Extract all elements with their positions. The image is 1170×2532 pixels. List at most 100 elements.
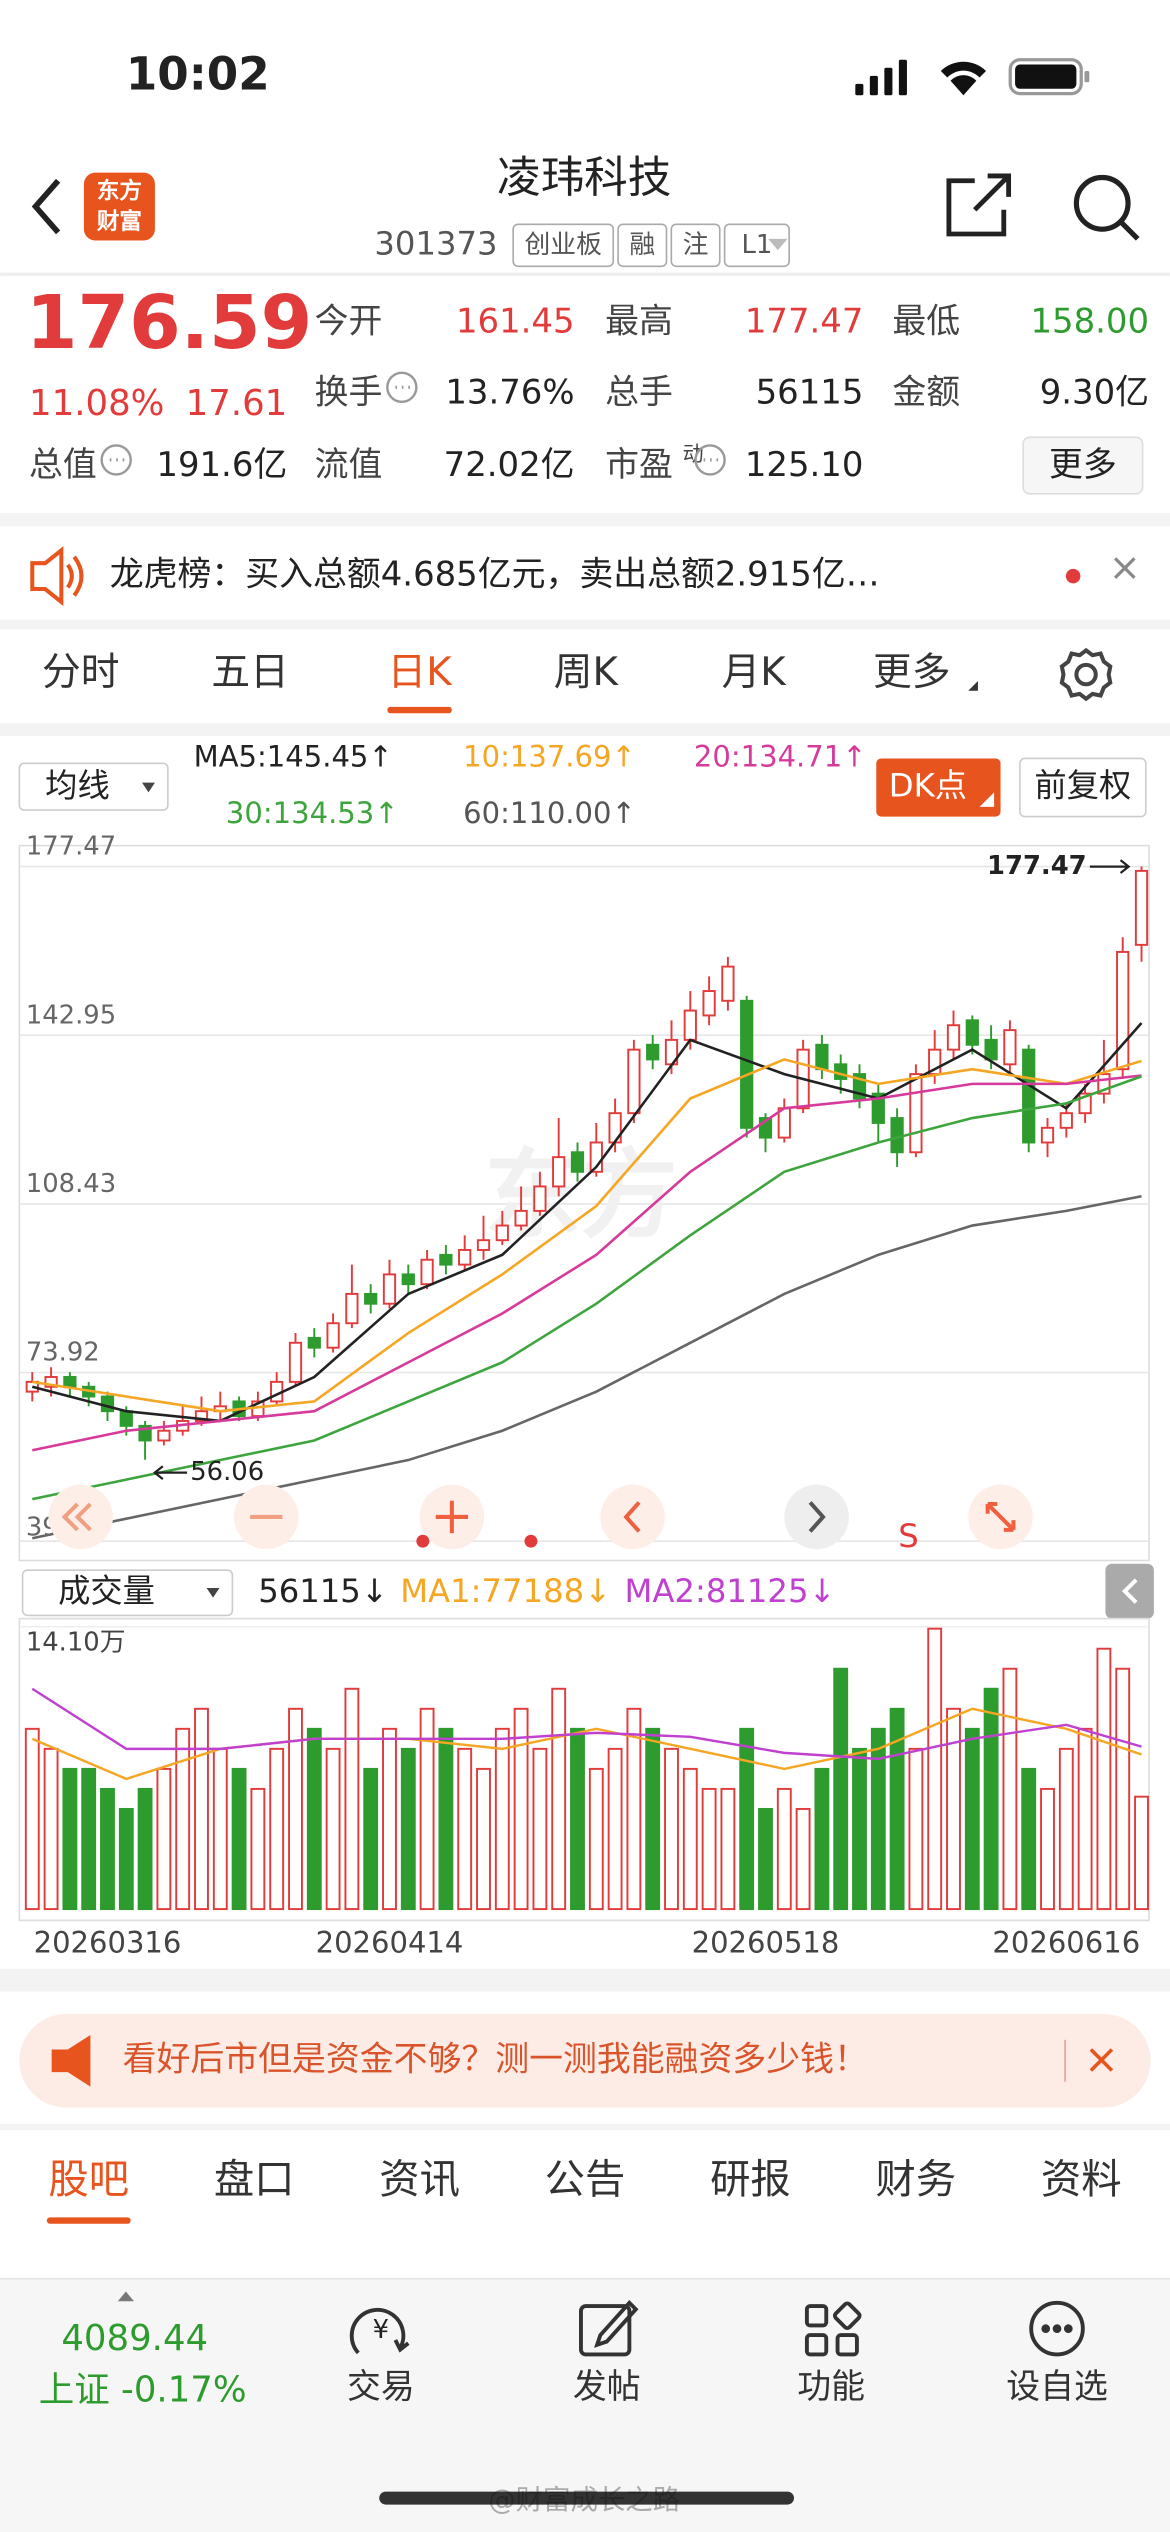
candle-body — [570, 1151, 585, 1173]
volume-bar — [1134, 1795, 1149, 1911]
volume-select[interactable] — [21, 1569, 234, 1617]
notice-text[interactable]: 龙虎榜：买入总额4.685亿元，卖出总额2.915亿… — [110, 555, 880, 594]
back-button[interactable] — [31, 178, 61, 235]
period-tab[interactable]: 月K — [722, 650, 788, 695]
ad-text[interactable]: 看好后市但是资金不够？测一测我能融资多少钱！ — [123, 2039, 868, 2078]
search-button[interactable] — [1073, 174, 1140, 241]
info-icon[interactable] — [694, 444, 726, 476]
candle-body — [552, 1156, 566, 1188]
volume-chart: 14.10万 20260316 20260414 20260518 20260616 — [19, 1625, 1150, 1960]
nav-item[interactable]: 交易 — [347, 2367, 415, 2406]
candle-body — [533, 1185, 547, 1212]
home-indicator — [379, 2491, 794, 2505]
volume-bar — [1040, 1787, 1055, 1911]
index-change[interactable]: 上证 -0.17% — [39, 2370, 247, 2411]
settings-button[interactable] — [1059, 647, 1113, 702]
dk-label[interactable]: DK点 — [889, 767, 967, 805]
period-tab[interactable]: 周K — [554, 650, 620, 695]
ma-legend: MA5:145.45↑ — [194, 739, 393, 773]
ma-line — [32, 1075, 1142, 1501]
x-tick-label: 20260616 — [992, 1926, 1140, 1960]
more-button[interactable] — [1022, 436, 1144, 495]
period-tab[interactable]: 更多 — [873, 650, 950, 695]
volume-bar — [1058, 1747, 1074, 1911]
tag: 注 — [683, 230, 709, 260]
candle-body — [63, 1376, 77, 1388]
content-tab[interactable]: 资料 — [1041, 2156, 1122, 2203]
volume-bar — [231, 1767, 247, 1911]
y-tick-label: 14.10万 — [26, 1627, 126, 1657]
share-button[interactable] — [946, 173, 1012, 237]
volume-bar — [194, 1707, 209, 1911]
content-tab[interactable]: 盘口 — [214, 2156, 295, 2203]
volume-bar — [344, 1687, 360, 1911]
ma-select-label[interactable]: 均线 — [45, 767, 110, 805]
nav-item[interactable]: 设自选 — [1006, 2367, 1108, 2406]
field-label: 今开 — [315, 301, 383, 340]
adjust-label[interactable]: 前复权 — [1034, 767, 1131, 805]
field-value: 13.76% — [445, 372, 574, 411]
volume-select-label[interactable]: 成交量 — [58, 1572, 155, 1610]
volume-bar — [720, 1787, 736, 1911]
field-label: 换手 — [315, 372, 383, 411]
side-tab-arrow — [1121, 1578, 1138, 1604]
candle-body — [194, 1410, 209, 1422]
x-tick-label: 20260316 — [34, 1926, 182, 1960]
candle-body — [852, 1073, 867, 1100]
info-icon[interactable] — [100, 444, 132, 476]
candle-body — [476, 1239, 491, 1251]
volume-bar — [983, 1687, 999, 1911]
more-label[interactable]: 更多 — [1049, 445, 1117, 484]
volume-bar — [626, 1707, 642, 1911]
volume-bar — [551, 1687, 567, 1911]
change: 17.61 — [186, 383, 288, 424]
field-value: 161.45 — [456, 301, 575, 340]
chart-controls — [48, 1484, 1033, 1550]
volume-bar — [156, 1767, 172, 1911]
volume-bar — [682, 1767, 698, 1911]
ma-line — [32, 1074, 1142, 1452]
period-tabs: 分时 五日 日K 周K 月K 更多 — [42, 650, 978, 714]
divider — [0, 2123, 1170, 2131]
tag-box — [723, 223, 790, 268]
price: 176.59 — [26, 279, 312, 366]
period-tab[interactable]: 分时 — [42, 650, 119, 695]
side-tab[interactable] — [1105, 1563, 1154, 1619]
content-tab[interactable]: 股吧 — [48, 2156, 129, 2203]
dk-button[interactable] — [876, 758, 1001, 817]
close-button[interactable] — [1113, 557, 1136, 579]
select-arrow — [206, 1587, 220, 1598]
ma-line — [32, 1058, 1142, 1413]
period-tab[interactable]: 日K — [388, 650, 454, 695]
divider — [0, 1968, 1170, 1992]
divider — [0, 722, 1170, 736]
ad-banner[interactable] — [19, 2013, 1151, 2108]
volume-bar — [1077, 1727, 1093, 1911]
candle-body — [458, 1248, 472, 1266]
candle-body — [1059, 1112, 1073, 1129]
ma-legend: 20:134.71↑ — [694, 739, 867, 773]
candle-body — [777, 1107, 791, 1139]
content-tab[interactable]: 公告 — [545, 2156, 626, 2203]
index-value[interactable]: 4089.44 — [61, 2318, 208, 2359]
ma-legend: 60:110.00↑ — [463, 796, 636, 830]
max-label: 177.47 — [987, 851, 1087, 881]
nav-item[interactable]: 功能 — [797, 2367, 865, 2406]
dropdown-arrow[interactable] — [768, 238, 788, 251]
volume-bar — [758, 1807, 773, 1911]
ma-line — [32, 1194, 1142, 1540]
nav-item[interactable]: 发帖 — [573, 2367, 641, 2406]
volume-bar — [946, 1707, 961, 1911]
ma-select[interactable] — [18, 762, 169, 811]
period-tab[interactable]: 五日 — [211, 650, 288, 695]
volume-bar — [325, 1747, 341, 1911]
content-tab[interactable]: 研报 — [710, 2156, 791, 2203]
volume-bar — [43, 1747, 59, 1911]
ad-close[interactable] — [1089, 2048, 1114, 2072]
logo — [83, 172, 155, 241]
info-icon[interactable] — [386, 371, 418, 404]
adjust-button[interactable] — [1019, 757, 1147, 818]
content-tab[interactable]: 财务 — [875, 2156, 956, 2203]
tag-box — [617, 223, 668, 268]
content-tab[interactable]: 资讯 — [379, 2156, 460, 2203]
